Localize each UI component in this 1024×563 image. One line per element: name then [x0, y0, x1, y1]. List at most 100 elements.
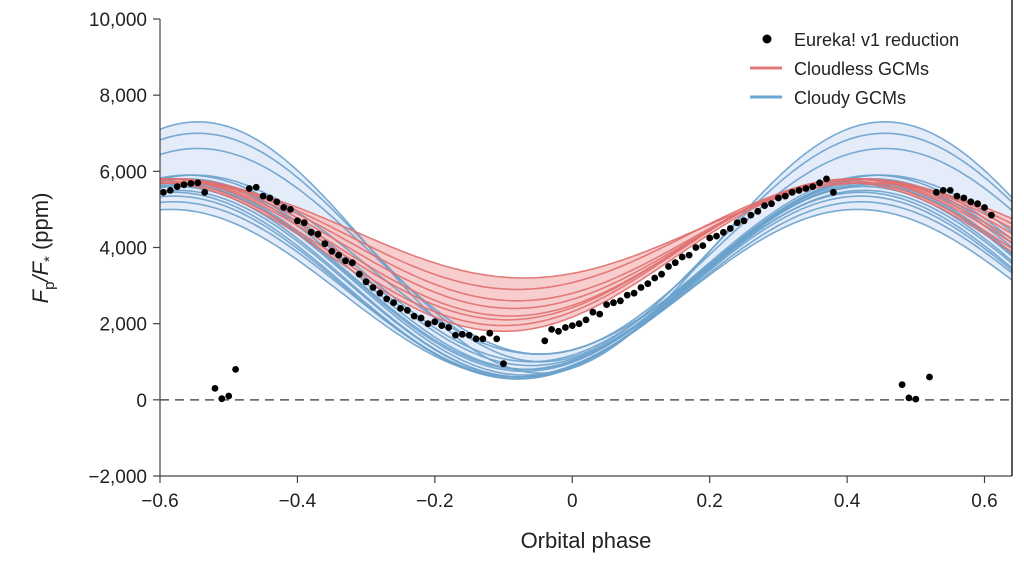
x-tick-label: 0.6	[971, 491, 997, 512]
y-tick-label: 4,000	[99, 239, 147, 260]
data-point	[369, 284, 377, 291]
data-point	[472, 335, 480, 343]
data-point	[273, 198, 281, 206]
data-point	[232, 366, 240, 373]
x-axis-label: Orbital phase	[521, 528, 652, 553]
data-point	[974, 200, 981, 208]
data-point	[225, 392, 233, 400]
y-label-sub-p: p	[41, 282, 58, 290]
data-point	[452, 331, 459, 339]
data-point	[201, 188, 209, 196]
data-point	[294, 217, 301, 225]
y-tick-label: 10,000	[89, 10, 147, 31]
data-point	[342, 257, 349, 265]
data-point	[173, 183, 181, 191]
x-tick-label: −0.2	[416, 491, 454, 512]
data-point	[458, 330, 466, 338]
data-point	[665, 263, 672, 270]
data-point	[300, 219, 308, 227]
x-tick-label: 0	[567, 491, 578, 512]
data-point	[541, 337, 549, 345]
data-point	[211, 385, 219, 392]
data-point	[747, 211, 755, 219]
y-tick-label: 0	[136, 391, 147, 412]
data-point	[160, 188, 167, 196]
data-point	[568, 322, 576, 329]
data-point	[218, 395, 226, 403]
data-point	[355, 270, 363, 278]
data-point	[905, 394, 913, 402]
data-point	[967, 198, 975, 206]
y-label-sub-star: *	[41, 256, 58, 262]
data-point	[678, 253, 686, 261]
data-point	[500, 360, 507, 368]
data-point	[658, 270, 665, 278]
x-tick-label: −0.6	[141, 491, 179, 512]
data-point	[788, 188, 796, 196]
data-point	[404, 306, 411, 314]
data-point	[699, 242, 707, 250]
data-point	[438, 322, 446, 329]
data-point	[259, 192, 267, 200]
data-point	[410, 312, 418, 320]
cloudy-gcm-model-line	[160, 132, 1012, 363]
y-tick-label: 2,000	[99, 315, 147, 336]
cloudless-gcm-model-line	[160, 178, 1012, 321]
cloudy-gcm-model-line	[160, 120, 1012, 375]
data-point	[314, 230, 322, 238]
data-point	[486, 329, 494, 337]
data-point	[575, 320, 583, 328]
data-point	[795, 187, 803, 194]
data-point	[376, 289, 384, 297]
data-point	[397, 305, 404, 312]
data-point	[768, 200, 775, 208]
data-point	[733, 219, 741, 227]
legend-label-data: Eureka! v1 reduction	[794, 30, 959, 50]
data-point	[981, 204, 988, 211]
data-point	[713, 232, 720, 240]
data-point	[926, 373, 933, 381]
y-axis-ticks: −2,000 0 2,000 4,000 6,000 8,000 10,000	[88, 10, 160, 488]
data-point	[802, 185, 810, 192]
data-point	[187, 180, 195, 187]
data-point	[445, 324, 452, 331]
legend-marker-data	[762, 34, 772, 44]
data-point	[194, 179, 202, 187]
cloudless-gcm-model-line	[160, 182, 1012, 333]
data-point	[754, 207, 762, 215]
data-point	[816, 179, 823, 187]
x-tick-label: −0.4	[279, 491, 317, 512]
legend: Eureka! v1 reduction Cloudless GCMs Clou…	[750, 30, 959, 108]
data-point	[912, 395, 920, 403]
data-point	[671, 259, 679, 267]
data-point	[335, 251, 342, 259]
data-point	[761, 202, 768, 210]
data-points-layer	[160, 175, 995, 403]
data-point	[726, 225, 734, 232]
data-point	[644, 280, 652, 288]
data-point	[548, 326, 555, 333]
cloudy-gcm-envelope	[160, 121, 1012, 379]
data-point	[390, 299, 397, 307]
data-point	[417, 314, 425, 322]
data-point	[465, 331, 473, 339]
data-point	[479, 335, 487, 343]
data-point	[830, 188, 837, 196]
data-point	[988, 211, 995, 219]
data-point	[280, 204, 288, 211]
data-point	[692, 244, 700, 251]
data-point	[349, 259, 356, 267]
y-tick-label: −2,000	[88, 467, 147, 488]
data-point	[740, 217, 748, 225]
data-point	[823, 175, 830, 183]
data-point	[362, 278, 370, 286]
legend-label-cloudless: Cloudless GCMs	[794, 59, 929, 79]
cloudy-envelope-layer	[160, 121, 1012, 379]
data-point	[596, 310, 604, 318]
y-tick-label: 8,000	[99, 86, 147, 107]
data-point	[953, 192, 961, 200]
data-point	[781, 192, 789, 200]
y-label-slash-f: /F	[28, 260, 53, 283]
data-point	[623, 291, 631, 299]
